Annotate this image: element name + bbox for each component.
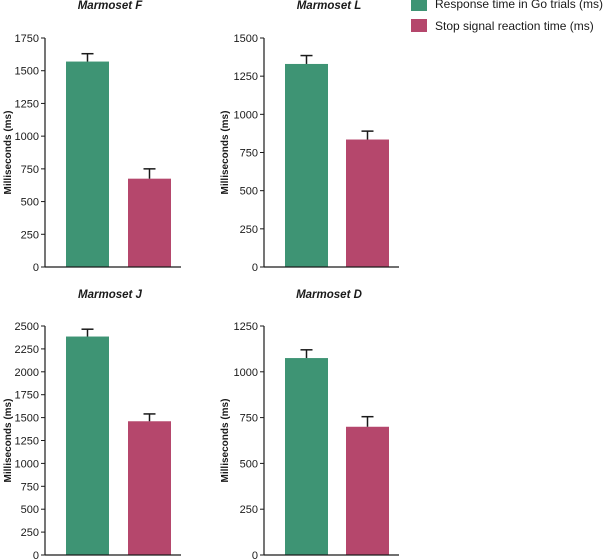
y-axis-label: Milliseconds (ms)	[220, 399, 231, 483]
y-tick-label: 250	[21, 527, 39, 539]
legend-swatch-ssrt	[411, 19, 427, 32]
bar-ssrt	[346, 426, 389, 555]
chart-panel: Marmoset F Milliseconds (ms) 0 250 500 750 100…	[3, 0, 181, 274]
legend-label-ssrt: Stop signal reaction time (ms)	[435, 19, 594, 33]
y-tick-label: 0	[252, 550, 258, 560]
y-tick-label: 1000	[234, 109, 258, 121]
legend-swatch-go	[411, 0, 427, 11]
legend-label-go: Response time in Go trials (ms)	[435, 0, 603, 11]
y-tick-label: 1500	[15, 413, 39, 425]
y-tick-label: 1000	[234, 367, 258, 379]
y-axis-label: Milliseconds (ms)	[3, 399, 14, 483]
y-tick-label: 0	[33, 550, 39, 560]
y-tick-label: 2500	[15, 321, 39, 333]
y-tick-label: 500	[21, 504, 39, 516]
y-tick-label: 500	[240, 458, 258, 470]
y-tick-label: 1000	[15, 131, 39, 143]
chart-title: Marmoset L	[297, 0, 362, 12]
legend: Response time in Go trials (ms) Stop sig…	[411, 0, 603, 33]
y-tick-label: 250	[21, 229, 39, 241]
bar-go-response	[66, 336, 109, 555]
y-tick-label: 0	[252, 262, 258, 274]
y-tick-label: 1250	[15, 436, 39, 448]
chart-panel: Marmoset L Milliseconds (ms) 0 250 500 750 100…	[220, 0, 399, 274]
y-axis-label: Milliseconds (ms)	[220, 111, 231, 195]
y-tick-label: 2250	[15, 344, 39, 356]
y-tick-label: 750	[21, 164, 39, 176]
y-tick-label: 1500	[234, 33, 258, 45]
chart-title: Marmoset J	[78, 289, 143, 301]
y-tick-label: 1250	[234, 71, 258, 83]
y-tick-label: 1250	[15, 98, 39, 110]
bar-ssrt	[128, 178, 171, 267]
y-tick-label: 500	[240, 186, 258, 198]
chart-title: Marmoset D	[296, 289, 362, 301]
y-axis-label: Milliseconds (ms)	[3, 111, 14, 195]
bar-go-response	[66, 61, 109, 267]
y-tick-label: 250	[240, 224, 258, 236]
chart-title: Marmoset F	[78, 0, 144, 12]
y-tick-label: 750	[21, 481, 39, 493]
chart-panel: Marmoset D Milliseconds (ms) 0 250 500 750 100…	[220, 289, 399, 560]
bar-ssrt	[346, 139, 389, 267]
y-tick-label: 1000	[15, 458, 39, 470]
y-tick-label: 2000	[15, 367, 39, 379]
y-tick-label: 1250	[234, 321, 258, 333]
bar-go-response	[285, 63, 328, 267]
y-tick-label: 1750	[15, 33, 39, 45]
y-tick-label: 500	[21, 197, 39, 209]
bar-go-response	[285, 358, 328, 555]
bar-ssrt	[128, 421, 171, 555]
y-tick-label: 1750	[15, 390, 39, 402]
y-tick-label: 750	[240, 413, 258, 425]
y-tick-label: 250	[240, 504, 258, 516]
y-tick-label: 0	[33, 262, 39, 274]
chart-panel: Marmoset J Milliseconds (ms) 0 250 500 750 100…	[3, 289, 181, 560]
y-tick-label: 1500	[15, 66, 39, 78]
y-tick-label: 750	[240, 148, 258, 160]
chart-panels: Marmoset F Milliseconds (ms) 0 250 500 750 100…	[3, 0, 399, 560]
